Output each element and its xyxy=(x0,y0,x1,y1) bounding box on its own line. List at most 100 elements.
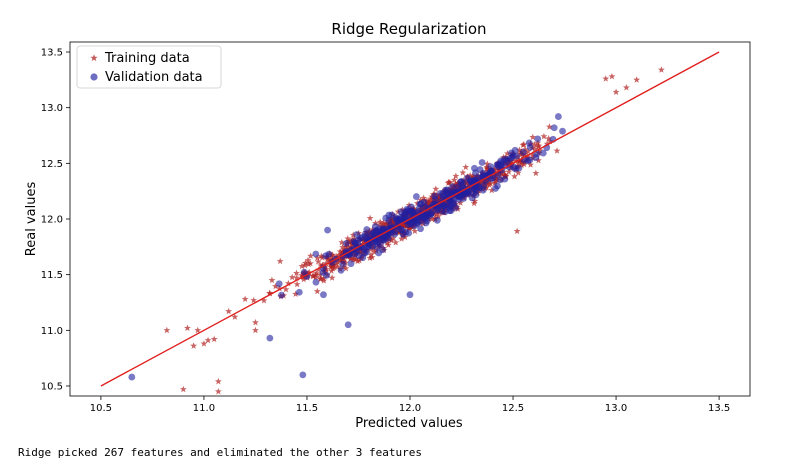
data-point xyxy=(305,260,313,268)
data-point xyxy=(527,161,535,168)
data-point xyxy=(545,135,553,142)
data-point xyxy=(316,271,324,278)
data-point xyxy=(344,235,352,242)
data-point xyxy=(342,264,350,272)
data-point xyxy=(324,226,331,234)
data-point xyxy=(483,165,491,172)
data-point xyxy=(485,181,493,188)
data-point xyxy=(383,239,391,246)
data-point xyxy=(465,187,473,195)
data-point xyxy=(356,234,364,242)
data-point xyxy=(266,334,274,342)
data-point xyxy=(320,277,328,284)
data-point xyxy=(398,235,405,242)
data-point xyxy=(309,272,317,280)
data-point xyxy=(293,269,300,277)
legend: Training data Validation data xyxy=(76,45,222,89)
data-point xyxy=(301,259,309,267)
data-point xyxy=(368,253,376,261)
data-point xyxy=(435,194,443,202)
data-point xyxy=(553,147,561,154)
data-point xyxy=(320,291,327,299)
data-point xyxy=(376,221,384,228)
data-point xyxy=(511,146,519,154)
data-point xyxy=(532,154,540,162)
data-point xyxy=(200,340,208,347)
data-point xyxy=(250,296,258,304)
data-point xyxy=(446,179,454,186)
data-point xyxy=(417,225,424,233)
data-point xyxy=(379,220,387,228)
data-point xyxy=(317,262,325,269)
data-point xyxy=(511,172,518,180)
data-point xyxy=(515,164,523,172)
data-point xyxy=(417,196,425,204)
data-point xyxy=(272,282,279,290)
data-point xyxy=(427,197,435,204)
data-point xyxy=(356,256,363,264)
data-point xyxy=(501,162,509,170)
data-point xyxy=(210,335,218,343)
data-point xyxy=(314,258,322,265)
data-point xyxy=(307,252,315,259)
y-tick-label: 13.0 xyxy=(41,103,63,114)
data-point xyxy=(546,123,553,130)
data-point xyxy=(392,216,400,224)
data-point xyxy=(450,176,458,183)
y-tick-label: 10.5 xyxy=(41,381,63,392)
data-point xyxy=(516,158,523,165)
data-point xyxy=(410,222,418,230)
data-point xyxy=(319,269,327,276)
data-point xyxy=(299,371,307,379)
x-tick-label: 13.0 xyxy=(605,403,627,414)
data-point xyxy=(459,169,467,176)
data-point xyxy=(432,185,440,192)
data-point xyxy=(435,212,442,220)
data-point xyxy=(330,264,338,271)
data-point xyxy=(214,387,222,395)
data-point xyxy=(472,169,479,177)
data-point xyxy=(521,146,529,153)
data-point xyxy=(344,321,352,329)
data-point xyxy=(260,297,268,304)
data-point xyxy=(367,251,375,258)
data-point xyxy=(350,255,358,262)
data-point xyxy=(347,260,355,268)
data-point xyxy=(179,385,187,393)
data-point xyxy=(633,76,641,83)
y-tick-label: 11.5 xyxy=(41,270,63,281)
data-point xyxy=(504,149,511,157)
data-point xyxy=(366,214,374,222)
data-point xyxy=(420,194,428,201)
data-point xyxy=(337,266,345,274)
data-point xyxy=(295,288,303,296)
data-point xyxy=(292,290,300,298)
data-point xyxy=(369,226,377,233)
data-point xyxy=(526,143,534,151)
data-point xyxy=(384,234,392,242)
data-point xyxy=(385,211,393,219)
data-point xyxy=(411,227,419,235)
data-point xyxy=(454,183,462,191)
data-point xyxy=(338,238,346,246)
x-tick-label: 12.5 xyxy=(502,403,524,414)
x-axis-label: Predicted values xyxy=(355,416,463,431)
data-point xyxy=(293,280,301,288)
data-point xyxy=(363,226,371,233)
data-point xyxy=(266,290,274,297)
x-tick-label: 13.5 xyxy=(708,403,730,414)
data-point xyxy=(459,179,467,187)
data-point xyxy=(339,243,347,251)
data-point xyxy=(449,183,456,191)
data-point xyxy=(313,254,321,261)
data-point xyxy=(532,169,540,177)
data-point xyxy=(559,127,566,135)
data-point xyxy=(529,133,537,141)
data-point xyxy=(343,239,350,247)
data-point xyxy=(276,284,283,292)
series-0 xyxy=(163,66,665,395)
data-point xyxy=(334,263,342,270)
x-tick-label: 10.5 xyxy=(90,403,112,414)
data-point xyxy=(275,280,283,288)
legend-label-validation: Validation data xyxy=(105,70,203,85)
